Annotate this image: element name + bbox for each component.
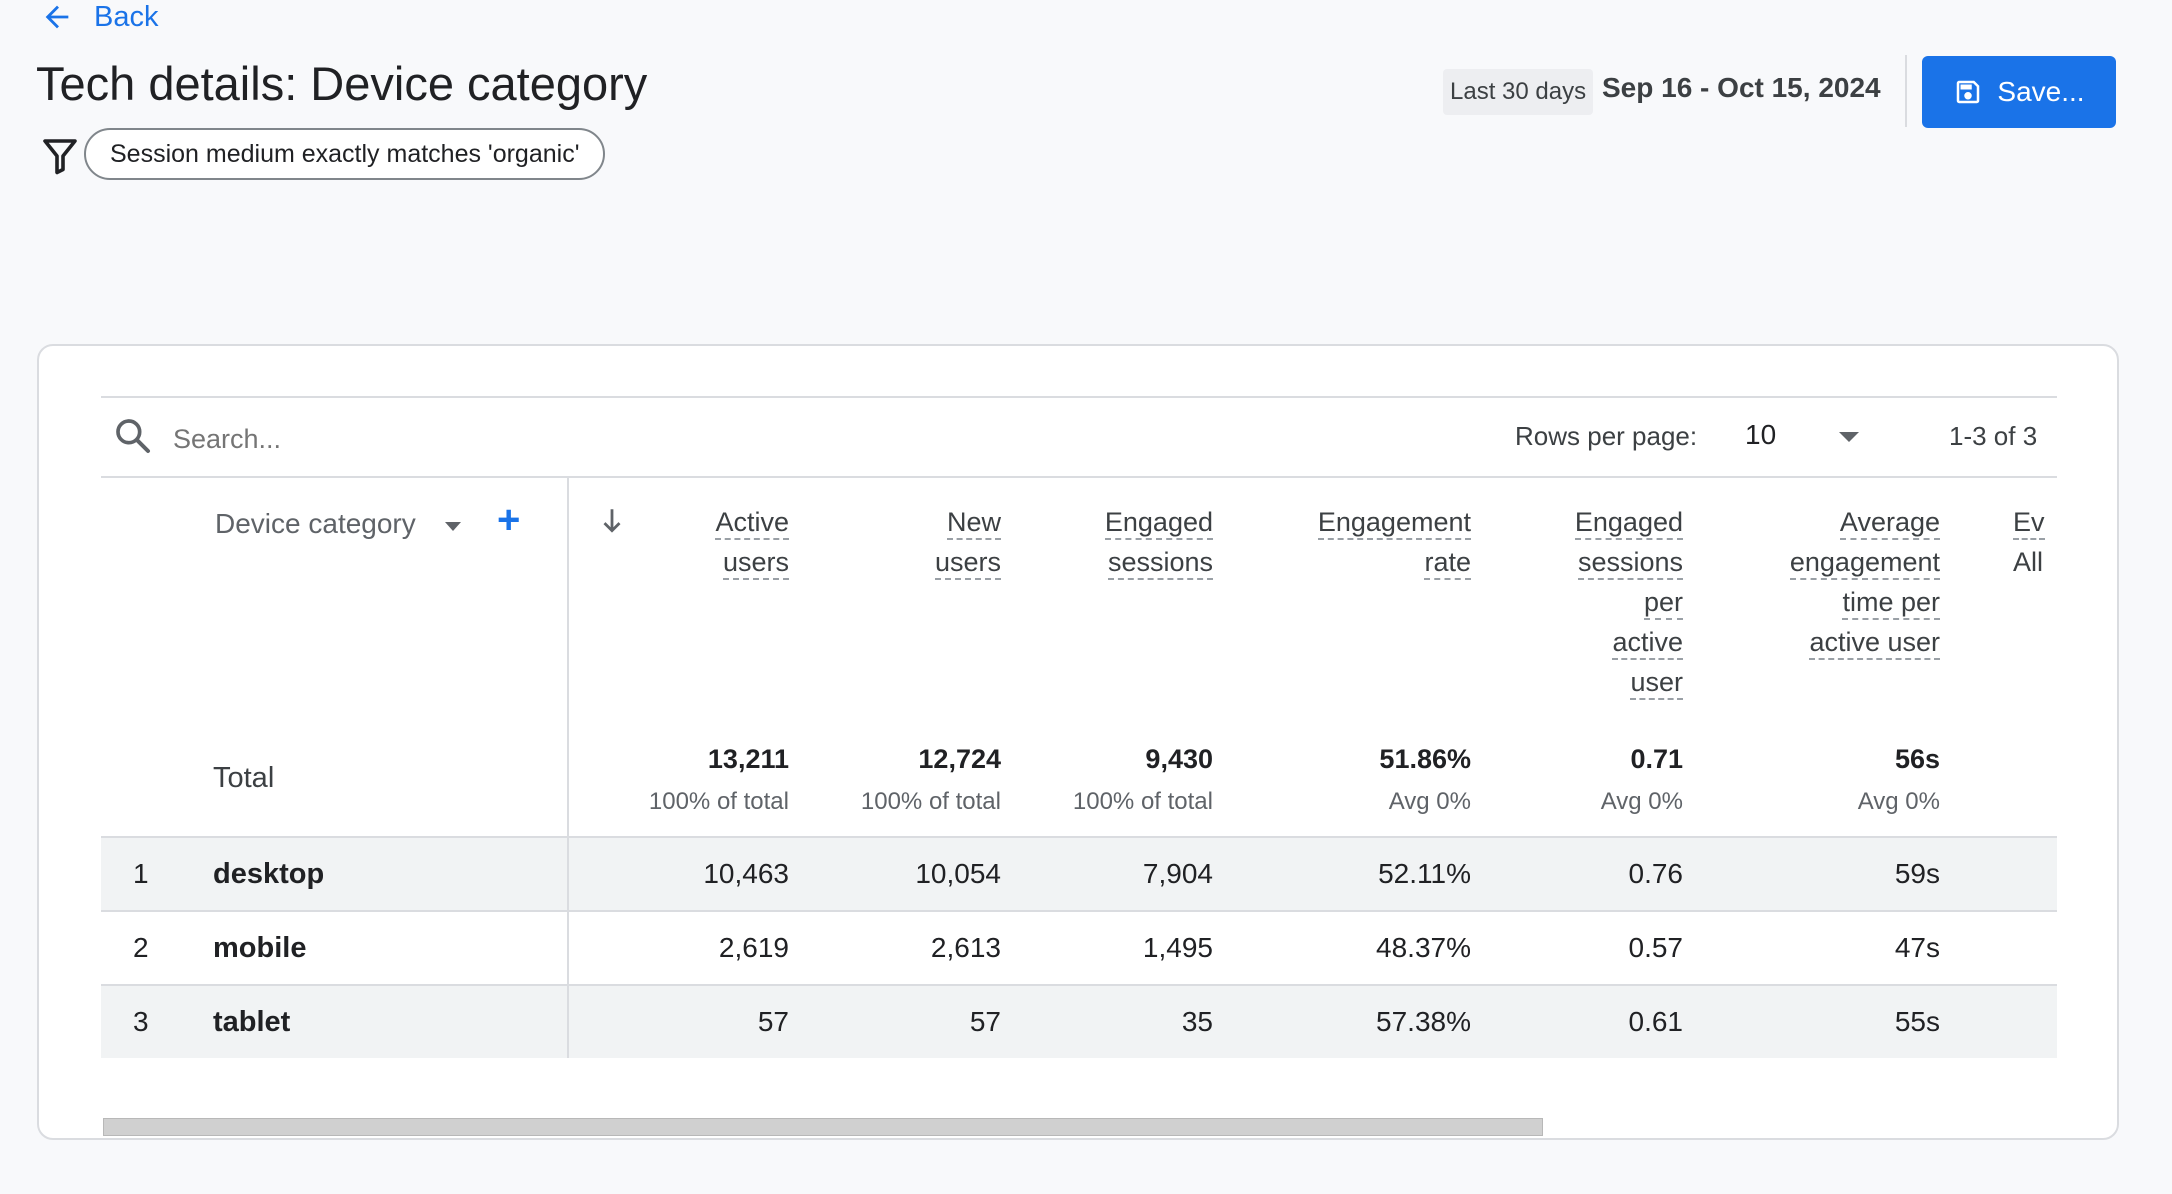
row-index: 3: [133, 1006, 149, 1037]
row-divider: [101, 984, 2057, 986]
total-subtext: 100% of total: [1072, 788, 1213, 815]
total-value: 51.86%: [1379, 744, 1471, 774]
total-subtext: 100% of total: [648, 788, 789, 815]
total-subtext: Avg 0%: [1857, 788, 1940, 815]
total-value: 9,430: [1145, 744, 1213, 774]
table-cell: 1,495: [1142, 932, 1213, 963]
back-label: Back: [94, 0, 159, 33]
total-value: 13,211: [707, 744, 789, 774]
total-subtext: Avg 0%: [1388, 788, 1471, 815]
total-value: 0.71: [1630, 744, 1683, 774]
rows-per-page-select[interactable]: 10: [1745, 419, 1777, 450]
filter-chip-label: Session medium exactly matches 'organic': [110, 139, 580, 168]
total-label: Total: [213, 762, 275, 794]
search-icon: [116, 419, 150, 453]
table-cell: 2,619: [718, 932, 789, 963]
table-cell: 2,613: [930, 932, 1001, 963]
total-subtext: 100% of total: [860, 788, 1001, 815]
row-index: 1: [133, 858, 149, 889]
page-title: Tech details: Device category: [36, 57, 648, 110]
dimension-column-divider: [567, 476, 569, 1026]
dimension-header[interactable]: Device category: [215, 508, 416, 539]
table-cell: 55s: [1894, 1006, 1940, 1037]
date-range-preset[interactable]: Last 30 days: [1443, 69, 1594, 115]
table-cell: 57: [969, 1006, 1001, 1037]
table-cell: 0.57: [1628, 932, 1684, 963]
table-cell: 0.76: [1628, 858, 1684, 889]
column-header-engagement-rate[interactable]: Engagement rate: [1317, 502, 1471, 582]
table-cell: 59s: [1894, 858, 1940, 889]
save-button[interactable]: Save...: [1922, 56, 2116, 128]
column-header-engaged-sessions-per-user[interactable]: Engaged sessions per active user: [1574, 502, 1683, 702]
column-header-active-users[interactable]: Active users: [715, 502, 789, 582]
column-header-avg-engagement-time[interactable]: Average engagement time per active user: [1789, 502, 1940, 662]
total-value: 56s: [1894, 744, 1940, 774]
row-divider: [101, 910, 2057, 912]
date-range-dates[interactable]: Sep 16 - Oct 15, 2024: [1602, 72, 1881, 103]
save-icon: [1957, 80, 1980, 104]
sort-descending-icon[interactable]: [599, 506, 625, 536]
dimension-column-divider: [567, 836, 569, 1058]
save-label: Save...: [1997, 76, 2085, 107]
rows-per-page-label: Rows per page:: [1515, 421, 1698, 451]
column-header-engaged-sessions[interactable]: Engaged sessions: [1104, 502, 1213, 582]
row-dimension-value[interactable]: tablet: [213, 1006, 291, 1038]
table-top-divider: [101, 396, 2057, 398]
filter-icon: [43, 139, 77, 175]
table-cell: 0.61: [1628, 1006, 1684, 1037]
table-cell: 47s: [1894, 932, 1940, 963]
filter-chip[interactable]: Session medium exactly matches 'organic': [84, 128, 606, 180]
table-cell: 57: [757, 1006, 789, 1037]
column-header-event-count[interactable]: Ev All: [2013, 507, 2045, 577]
back-link[interactable]: Back: [40, 0, 158, 34]
table-cell: 57.38%: [1376, 1006, 1471, 1037]
pagination-status: 1-3 of 3: [1949, 421, 2038, 451]
table-cell: 10,463: [703, 858, 789, 889]
horizontal-scrollbar[interactable]: [103, 1118, 1543, 1136]
table-card: Rows per page: 10 1-3 of 3 Device catego…: [37, 344, 2119, 1140]
row-divider: [101, 836, 2057, 838]
header-top-divider: [101, 476, 2057, 478]
table-cell: 10,054: [915, 858, 1001, 889]
table-cell: 52.11%: [1378, 858, 1471, 889]
row-index: 2: [133, 932, 149, 963]
row-dimension-value[interactable]: mobile: [213, 932, 307, 964]
table-row[interactable]: [101, 986, 2057, 1058]
chevron-down-icon[interactable]: [445, 522, 461, 531]
header-divider: [1905, 55, 1907, 127]
total-subtext: Avg 0%: [1600, 788, 1683, 815]
search-input[interactable]: [171, 418, 775, 460]
table-row[interactable]: [101, 912, 2057, 984]
total-value: 12,724: [918, 744, 1001, 774]
add-dimension-button[interactable]: +: [497, 498, 521, 542]
table-cell: 7,904: [1142, 858, 1213, 889]
row-dimension-value[interactable]: desktop: [213, 858, 325, 890]
table-row[interactable]: [101, 838, 2057, 910]
chevron-down-icon[interactable]: [1839, 432, 1859, 442]
column-header-new-users[interactable]: New users: [934, 502, 1001, 582]
table-cell: 48.37%: [1376, 932, 1471, 963]
arrow-left-icon: [45, 5, 69, 29]
table-cell: 35: [1181, 1006, 1213, 1037]
